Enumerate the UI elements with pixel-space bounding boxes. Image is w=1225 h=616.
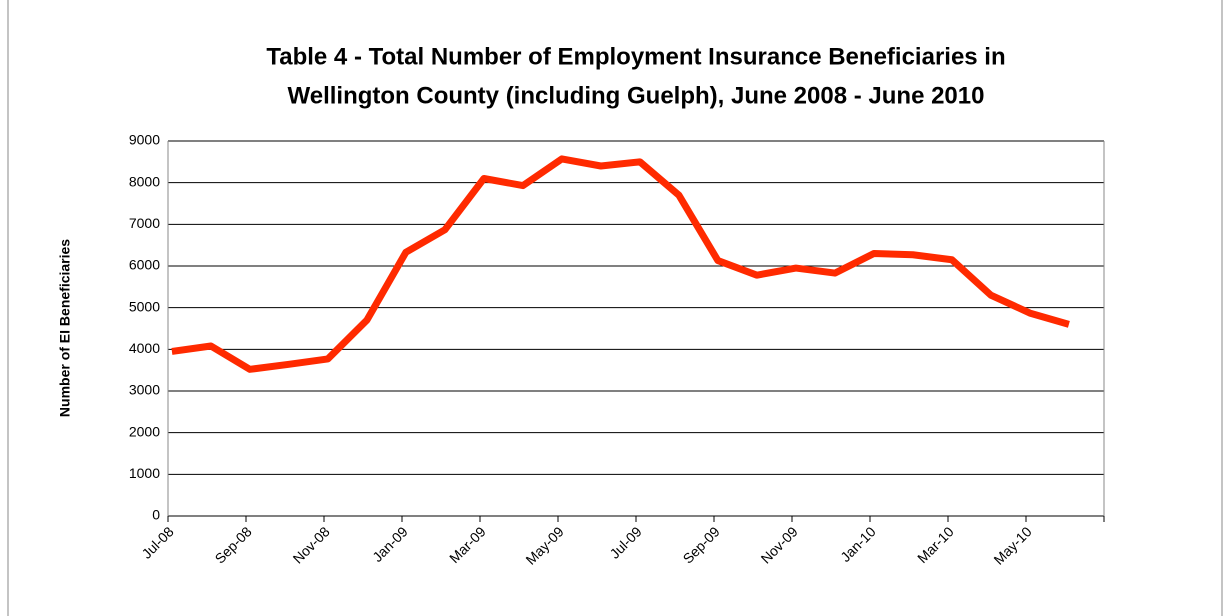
y-tick-label: 7000: [129, 215, 160, 231]
y-tick-label: 4000: [129, 340, 160, 356]
chart-title: Wellington County (including Guelph), Ju…: [288, 82, 985, 109]
y-axis-label: Number of EI Beneficiaries: [57, 239, 73, 417]
y-tick-label: 0: [152, 507, 160, 523]
y-tick-label: 2000: [129, 423, 160, 439]
y-tick-label: 6000: [129, 257, 160, 273]
y-tick-label: 9000: [129, 132, 160, 148]
y-tick-label: 5000: [129, 298, 160, 314]
y-tick-label: 1000: [129, 465, 160, 481]
y-tick-label: 8000: [129, 173, 160, 189]
y-tick-label: 3000: [129, 382, 160, 398]
data-line: [171, 155, 1070, 373]
chart-title: Table 4 - Total Number of Employment Ins…: [266, 43, 1005, 70]
